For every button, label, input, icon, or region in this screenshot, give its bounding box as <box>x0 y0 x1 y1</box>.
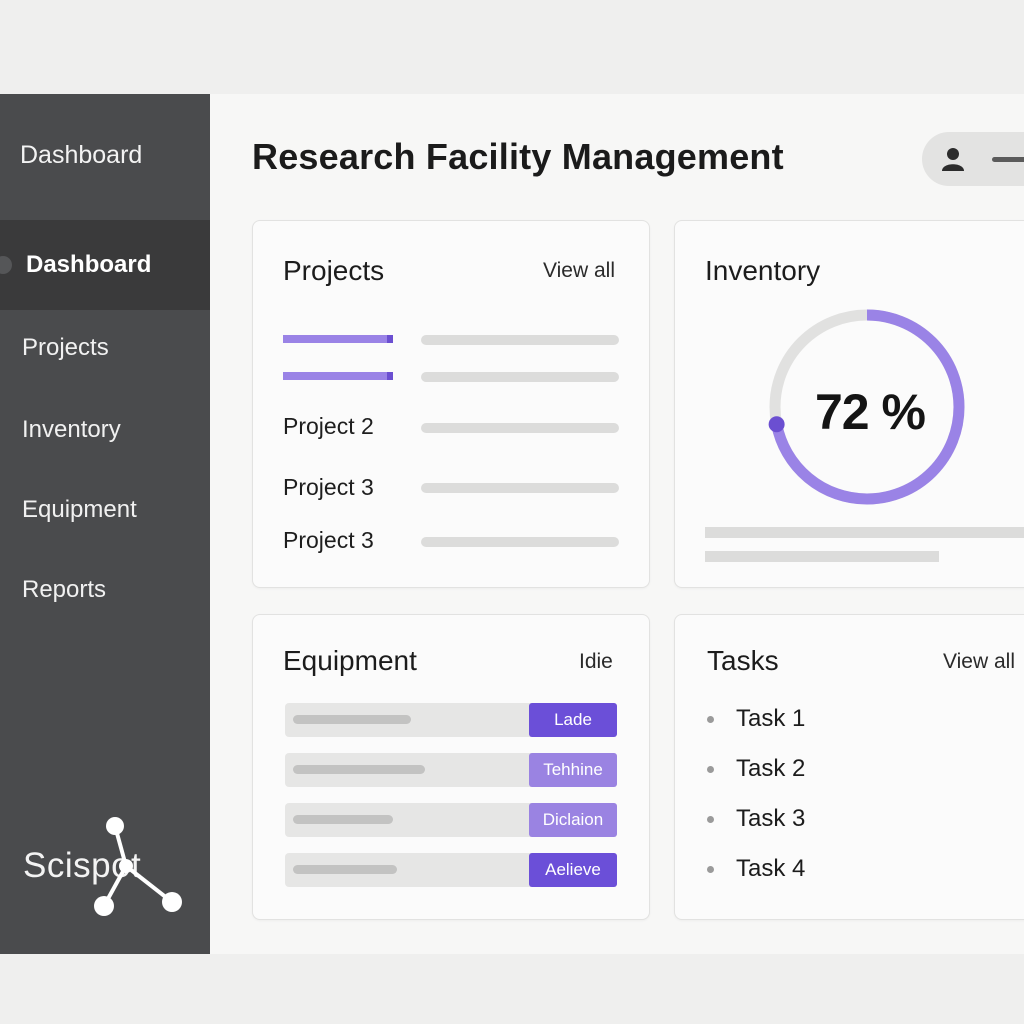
placeholder-bar <box>293 865 397 874</box>
equipment-card: Equipment Idie Lade Tehhine Diclaion Ael… <box>252 614 650 920</box>
sidebar-item-equipment[interactable]: Equipment <box>0 465 210 555</box>
scispot-logo: Scispot <box>20 814 195 924</box>
project-row-label[interactable]: Project 3 <box>283 474 374 500</box>
placeholder-bar <box>293 765 425 774</box>
molecule-icon <box>94 817 182 916</box>
task-item[interactable]: Task 4 <box>707 855 805 883</box>
page-title: Research Facility Management <box>252 136 784 177</box>
sidebar-item-label: Projects <box>22 334 109 361</box>
progress-bar <box>283 335 393 343</box>
placeholder-bar <box>421 537 619 547</box>
sidebar-item-label: Dashboard <box>26 251 152 278</box>
tasks-card: Tasks View all Task 1 Task 2 Task 3 Task… <box>674 614 1024 920</box>
equipment-action-button[interactable]: Aelieve <box>529 853 617 887</box>
task-label: Task 4 <box>736 855 806 882</box>
bullet-icon <box>707 765 714 773</box>
inventory-title: Inventory <box>705 255 821 286</box>
task-label: Task 3 <box>736 805 806 832</box>
placeholder-bar <box>705 551 939 562</box>
placeholder-bar <box>705 527 1024 538</box>
sidebar: Dashboard Dashboard Projects Inventory E… <box>0 94 210 954</box>
equipment-status-label: Idie <box>579 650 613 673</box>
equipment-title: Equipment <box>283 645 417 676</box>
tasks-title: Tasks <box>707 645 779 676</box>
placeholder-bar <box>421 423 619 433</box>
app-window: Dashboard Dashboard Projects Inventory E… <box>0 94 1024 954</box>
inventory-donut-arc <box>769 309 965 505</box>
user-icon <box>942 148 964 171</box>
equipment-action-button[interactable]: Tehhine <box>529 753 617 787</box>
menu-line <box>992 157 1024 162</box>
task-item[interactable]: Task 2 <box>707 755 805 783</box>
project-row-label[interactable]: Project 3 <box>283 527 374 553</box>
equipment-action-button[interactable]: Lade <box>529 703 617 737</box>
placeholder-bar <box>293 815 393 824</box>
sidebar-header: Dashboard <box>20 141 143 169</box>
equipment-row: Tehhine <box>285 753 617 787</box>
tasks-view-all-link[interactable]: View all <box>943 650 1015 673</box>
task-item[interactable]: Task 3 <box>707 805 805 833</box>
placeholder-bar <box>421 483 619 493</box>
projects-view-all-link[interactable]: View all <box>543 259 615 282</box>
placeholder-bar <box>293 715 411 724</box>
equipment-row: Aelieve <box>285 853 617 887</box>
equipment-row: Lade <box>285 703 617 737</box>
sidebar-item-inventory[interactable]: Inventory <box>0 385 210 475</box>
equipment-row: Diclaion <box>285 803 617 837</box>
inventory-card: Inventory 72 % <box>674 220 1024 588</box>
bullet-icon <box>707 865 714 873</box>
equipment-action-button[interactable]: Diclaion <box>529 803 617 837</box>
bullet-icon <box>707 715 714 723</box>
projects-card: Projects View all Project 2 Project 3 Pr… <box>252 220 650 588</box>
task-label: Task 1 <box>736 705 806 732</box>
sidebar-item-projects[interactable]: Projects <box>0 303 210 393</box>
inventory-percent-label: 72 % <box>815 384 926 440</box>
project-row-label[interactable]: Project 2 <box>283 413 374 439</box>
sidebar-item-label: Equipment <box>22 496 137 523</box>
placeholder-bar <box>421 335 619 345</box>
inventory-donut-chart <box>768 309 965 505</box>
sidebar-item-label: Reports <box>22 576 107 603</box>
placeholder-bar <box>421 372 619 382</box>
sidebar-item-dashboard[interactable]: Dashboard <box>0 220 210 310</box>
sidebar-item-label: Inventory <box>22 416 121 443</box>
bullet-icon <box>707 815 714 823</box>
sidebar-item-reports[interactable]: Reports <box>0 545 210 635</box>
progress-bar <box>283 372 393 380</box>
user-menu-button[interactable] <box>922 132 1024 186</box>
active-indicator <box>0 256 12 274</box>
task-label: Task 2 <box>736 755 806 782</box>
inventory-donut-marker <box>768 416 785 433</box>
task-item[interactable]: Task 1 <box>707 705 805 733</box>
projects-title: Projects <box>283 255 385 286</box>
